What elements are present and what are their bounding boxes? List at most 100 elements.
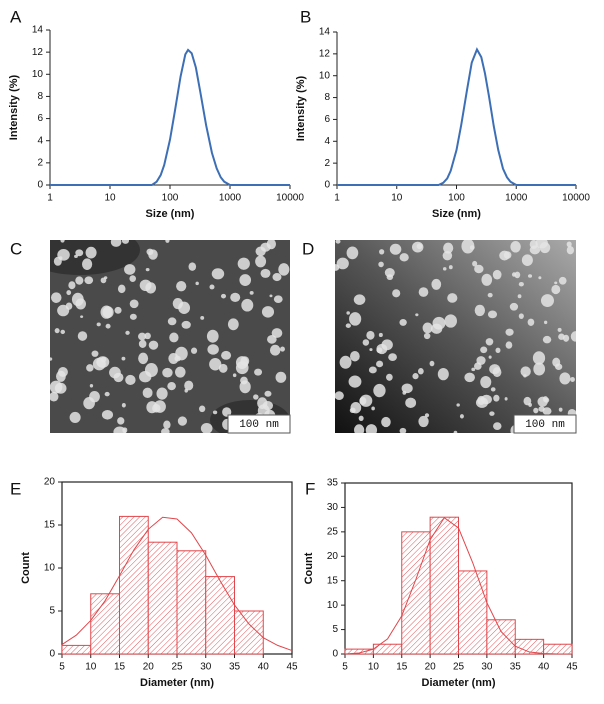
particle [275, 371, 287, 383]
y-tick-label: 2 [324, 158, 330, 169]
particle [146, 248, 154, 256]
particle [227, 318, 239, 331]
particle [278, 263, 290, 276]
y-tick-label: 15 [44, 520, 56, 531]
x-tick-label: 1000 [219, 193, 242, 204]
x-tick-label: 35 [510, 662, 522, 673]
x-axis-label: Diameter (nm) [140, 677, 214, 689]
particle [378, 261, 384, 268]
scale-bar-label: 100 nm [525, 419, 565, 431]
particle [499, 250, 510, 261]
bar [429, 516, 459, 655]
particle [538, 406, 545, 412]
particle [493, 422, 502, 430]
particle [113, 426, 127, 433]
particle [481, 273, 493, 286]
particle [68, 281, 76, 290]
particle [399, 253, 409, 262]
particle [353, 294, 366, 305]
particle [488, 355, 492, 359]
particle [239, 380, 251, 394]
particle [365, 424, 378, 433]
y-tick-label: 20 [44, 477, 56, 488]
particle [190, 347, 198, 354]
particle [206, 329, 219, 343]
particle [254, 368, 263, 376]
particle [177, 416, 187, 426]
particle [239, 274, 252, 286]
particle [379, 249, 385, 255]
particle [480, 346, 488, 354]
particle [447, 293, 458, 303]
x-tick-label: 20 [143, 662, 155, 673]
particle [459, 414, 464, 419]
particle [220, 293, 227, 299]
particle [423, 332, 431, 340]
particle [125, 330, 130, 335]
particle [570, 331, 576, 342]
particle [392, 289, 401, 298]
particle [146, 401, 158, 414]
particle [145, 267, 150, 272]
y-axis-label: Count [20, 552, 32, 584]
particle [511, 272, 517, 277]
particle [207, 344, 219, 355]
bar [90, 593, 120, 655]
bar [205, 576, 235, 655]
y-tick-label: 12 [319, 48, 331, 59]
x-tick-label: 1000 [505, 193, 528, 204]
particle [490, 387, 496, 392]
y-tick-label: 0 [324, 180, 330, 191]
particle [167, 381, 176, 391]
particle [366, 330, 375, 340]
scale-bar-box [513, 414, 577, 434]
particle [431, 278, 442, 290]
y-tick-label: 8 [37, 91, 43, 102]
particle [264, 390, 272, 397]
particle [474, 264, 484, 274]
x-tick-label: 40 [258, 662, 270, 673]
particle [148, 340, 159, 350]
particle [117, 284, 126, 294]
particle [557, 327, 562, 332]
particle [505, 328, 514, 336]
particle [358, 415, 364, 421]
panel-label: D [302, 239, 314, 258]
particle [156, 387, 168, 400]
particle [348, 375, 362, 388]
particle [453, 430, 458, 433]
particle [533, 407, 539, 414]
particle [570, 377, 575, 382]
particle [432, 316, 446, 330]
x-tick-label: 10 [391, 193, 403, 204]
x-tick-label: 10000 [276, 193, 304, 204]
particle [350, 351, 360, 362]
x-tick-label: 1 [334, 193, 340, 204]
particle [369, 348, 373, 352]
particle [521, 254, 533, 266]
x-tick-label: 25 [453, 662, 465, 673]
particle [381, 339, 393, 351]
particle [58, 256, 63, 260]
particle [504, 397, 508, 401]
particle [429, 360, 435, 367]
particle [489, 411, 495, 416]
x-axis-label: Diameter (nm) [422, 677, 496, 689]
particle [442, 267, 447, 271]
particle [211, 268, 225, 280]
x-tick-label: 10 [104, 193, 116, 204]
particle [181, 320, 191, 329]
panel-label: E [10, 479, 21, 498]
tem-image [50, 240, 290, 433]
particle [237, 257, 250, 270]
particle [169, 332, 179, 343]
particle [168, 353, 179, 364]
particle [241, 298, 254, 312]
y-tick-label: 14 [32, 25, 44, 36]
particle [85, 246, 97, 259]
particle [103, 276, 108, 280]
panel-label: A [10, 7, 22, 26]
particle [200, 422, 213, 433]
particle [527, 274, 533, 278]
particle [339, 355, 352, 369]
